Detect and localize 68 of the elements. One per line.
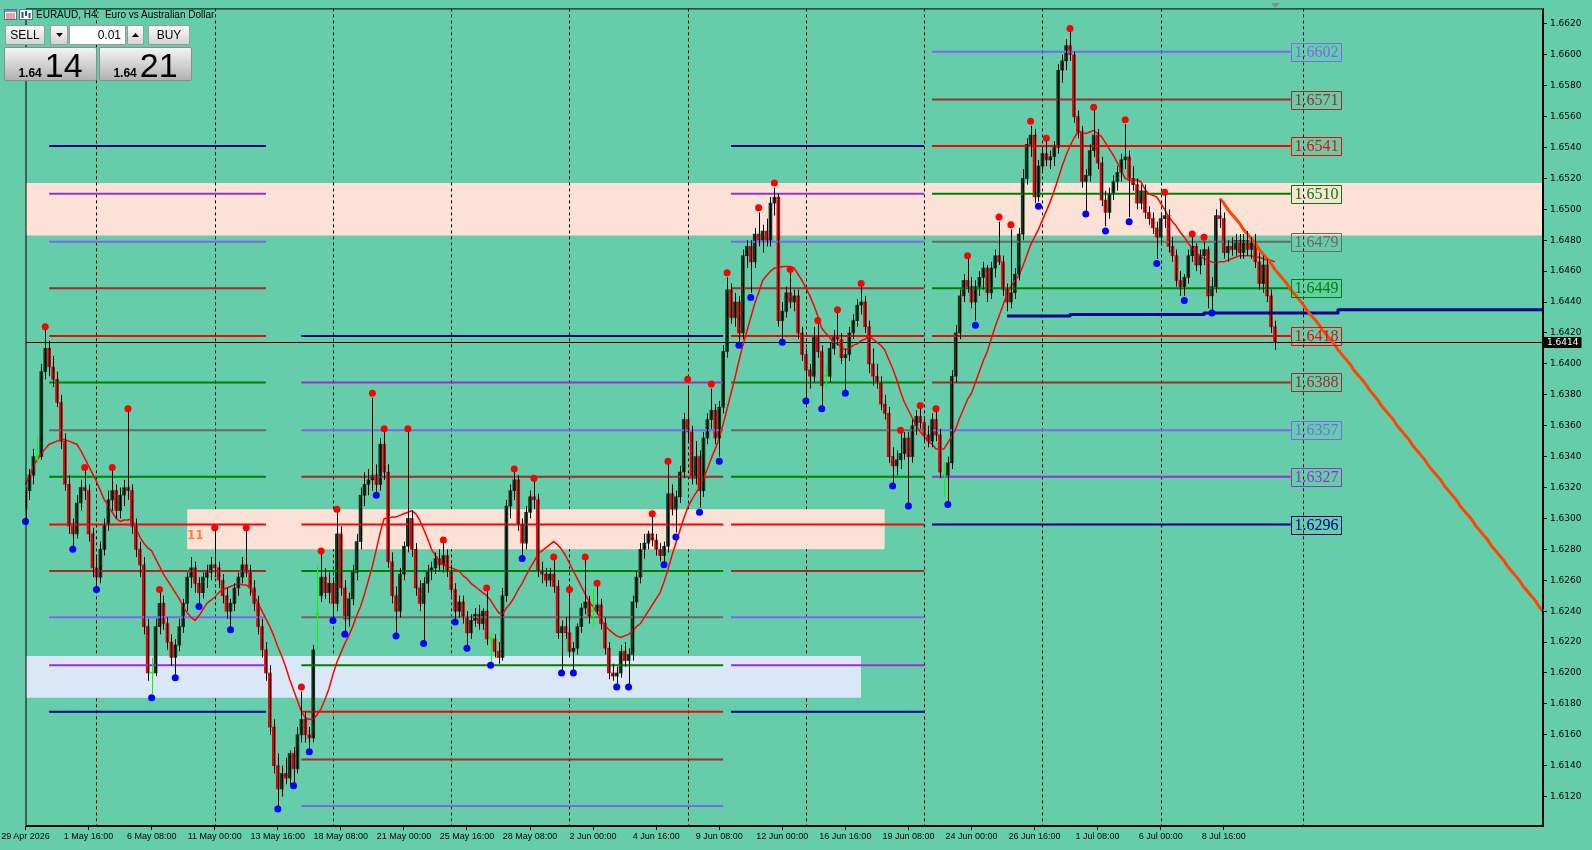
annotation: 21 xyxy=(139,46,178,84)
x-tick-label: 16 Jun 16:00 xyxy=(819,830,872,841)
x-tick-label: 21 May 00:00 xyxy=(376,830,432,841)
sell-button: SELL xyxy=(5,25,45,45)
y-tick-label: 1.6560 xyxy=(1550,110,1582,121)
series-label: 1.6571 xyxy=(1294,91,1339,109)
series-label: 1.6602 xyxy=(1294,43,1339,61)
chart-title: EURAUD, H4: Euro vs Australian Dollar xyxy=(36,9,215,21)
y-tick-label: 1.6200 xyxy=(1550,667,1582,678)
y-tick-label: 1.6360 xyxy=(1550,420,1582,431)
x-tick-label: 18 May 08:00 xyxy=(313,830,369,841)
series-label: 1.6388 xyxy=(1294,373,1339,391)
sell-price-box: 1.64 14 xyxy=(4,47,97,81)
annotation: 1.64 xyxy=(113,66,137,80)
x-tick-label: 9 Jun 08:00 xyxy=(695,830,743,841)
buy-button: BUY xyxy=(148,25,190,45)
x-tick-label: 29 Apr 2026 xyxy=(1,830,50,841)
series-label: 1.6479 xyxy=(1294,233,1339,251)
annotation: 14 xyxy=(44,46,83,84)
series-label: 1.6357 xyxy=(1294,421,1339,439)
annotation: 1.64 xyxy=(18,66,42,80)
x-tick-label: 28 May 08:00 xyxy=(502,830,558,841)
y-tick-label: 1.6420 xyxy=(1550,327,1582,338)
y-tick-label: 1.6500 xyxy=(1550,203,1582,214)
y-tick-label: 1.6320 xyxy=(1550,481,1582,492)
x-tick-label: 11 May 00:00 xyxy=(187,830,242,841)
y-tick-label: 1.6220 xyxy=(1550,636,1582,647)
y-tick-label: 1.6120 xyxy=(1550,790,1582,801)
series-label: 1.6296 xyxy=(1294,516,1339,534)
y-tick-label: 1.6540 xyxy=(1550,141,1582,152)
series-label: 1.6449 xyxy=(1294,279,1339,297)
x-tick-label: 24 Jun 00:00 xyxy=(945,830,998,841)
x-tick-label: 6 Jul 00:00 xyxy=(1138,830,1183,841)
y-tick-label: 1.6300 xyxy=(1550,512,1582,523)
y-tick-label: 1.6460 xyxy=(1550,265,1582,276)
y-tick-label: 1.6160 xyxy=(1550,729,1582,740)
y-tick-label: 1.6400 xyxy=(1550,358,1582,369)
y-tick-label: 1.6440 xyxy=(1550,296,1582,307)
series-label: 1.6541 xyxy=(1294,137,1339,155)
y-tick-label: 1.6240 xyxy=(1550,605,1582,616)
y-tick-label: 1.6580 xyxy=(1550,80,1582,91)
x-tick-label: 13 May 16:00 xyxy=(250,830,306,841)
y-tick-label: 1.6520 xyxy=(1550,172,1582,183)
x-tick-label: 1 Jul 08:00 xyxy=(1075,830,1120,841)
y-tick-label: 1.6600 xyxy=(1550,49,1582,60)
x-tick-label: 4 Jun 16:00 xyxy=(632,830,680,841)
series-label: 1.6327 xyxy=(1294,468,1339,486)
y-tick-label: 1.6280 xyxy=(1550,543,1582,554)
y-tick-label: 1.6260 xyxy=(1550,574,1582,585)
y-tick-label: 1.6180 xyxy=(1550,698,1582,709)
buy-price-box: 1.64 21 xyxy=(99,47,192,81)
y-tick-label: 1.6380 xyxy=(1550,389,1582,400)
y-tick-label: 1.6340 xyxy=(1550,450,1582,461)
x-tick-label: 6 May 08:00 xyxy=(126,830,177,841)
ref-line-label: 1.6414 xyxy=(1547,336,1579,347)
annotation: 11 xyxy=(187,528,204,542)
x-tick-label: 8 Jul 16:00 xyxy=(1201,830,1246,841)
volume-field: 0.01 xyxy=(69,25,126,45)
y-tick-label: 1.6620 xyxy=(1550,18,1582,29)
x-tick-label: 26 Jun 16:00 xyxy=(1008,830,1061,841)
y-tick-label: 1.6140 xyxy=(1550,760,1582,771)
x-tick-label: 19 Jun 08:00 xyxy=(882,830,935,841)
y-tick-label: 1.6480 xyxy=(1550,234,1582,245)
x-tick-label: 12 Jun 00:00 xyxy=(756,830,809,841)
series-label: 1.6510 xyxy=(1294,185,1339,203)
x-tick-label: 2 Jun 00:00 xyxy=(569,830,617,841)
x-tick-label: 25 May 16:00 xyxy=(439,830,495,841)
x-tick-label: 1 May 16:00 xyxy=(63,830,114,841)
